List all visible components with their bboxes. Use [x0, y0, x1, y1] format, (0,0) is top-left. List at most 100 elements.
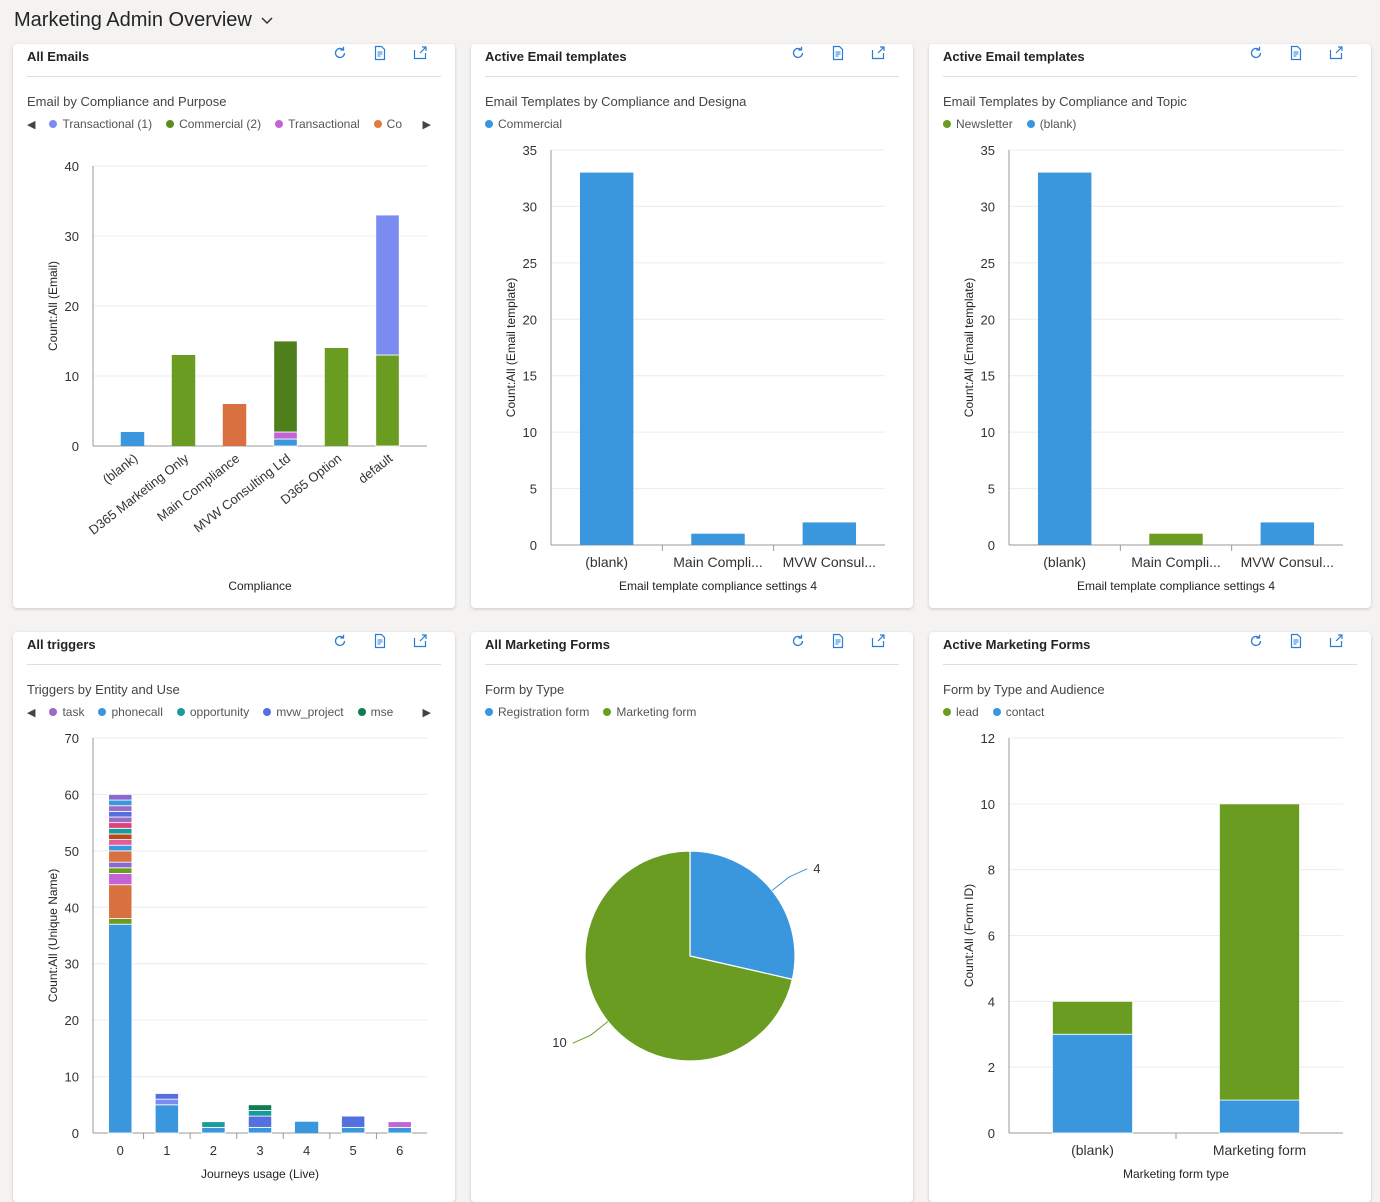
expand-button[interactable]	[411, 633, 429, 652]
bar-segment[interactable]	[108, 861, 133, 869]
legend-item[interactable]: Co	[373, 117, 403, 131]
chart-plot: 0 5 10 15 20 25 30 35 (blank) Main Compli... MVW C…	[962, 143, 1343, 593]
x-tick-label: 4	[303, 1143, 310, 1158]
bar-segment[interactable]	[273, 431, 298, 440]
bar-segment[interactable]	[108, 918, 133, 925]
legend-item[interactable]: Transactional	[275, 117, 360, 131]
legend-prev-icon[interactable]: ◀	[27, 706, 36, 719]
bar-segment[interactable]	[579, 172, 634, 546]
bar-segment[interactable]	[324, 348, 349, 446]
legend-item[interactable]: mvw_project	[263, 705, 344, 719]
legend-item[interactable]: Registration form	[485, 705, 589, 719]
bar-segment[interactable]	[802, 522, 857, 545]
bar-segment[interactable]	[108, 923, 133, 1134]
bar-segment[interactable]	[120, 432, 145, 446]
bar-segment[interactable]	[247, 1104, 273, 1111]
card-title: All Marketing Forms	[485, 637, 610, 652]
refresh-button[interactable]	[789, 46, 807, 64]
expand-button[interactable]	[1327, 633, 1345, 652]
legend-next-icon[interactable]: ▶	[422, 706, 431, 719]
x-tick-label: (blank)	[1043, 554, 1086, 570]
bar-segment[interactable]	[108, 884, 133, 919]
bar-segment[interactable]	[273, 438, 298, 447]
legend-item[interactable]: Commercial	[485, 117, 562, 131]
bar-segment[interactable]	[108, 827, 133, 835]
bar-segment[interactable]	[108, 805, 133, 812]
refresh-button[interactable]	[331, 46, 349, 64]
bar-segment[interactable]	[387, 1121, 412, 1128]
bar-segment[interactable]	[108, 794, 133, 801]
bar-segment[interactable]	[1052, 1000, 1133, 1035]
legend-label: Co	[386, 117, 403, 131]
refresh-button[interactable]	[789, 634, 807, 652]
bar-segment[interactable]	[1219, 803, 1300, 1101]
refresh-button[interactable]	[331, 634, 349, 652]
legend-item[interactable]: task	[49, 705, 84, 719]
bar-segment[interactable]	[108, 850, 133, 863]
bar-segment[interactable]	[247, 1110, 273, 1117]
bar-segment[interactable]	[273, 340, 298, 433]
legend-item[interactable]: mse	[357, 705, 393, 719]
y-axis-title: Count:All (Form ID)	[962, 884, 976, 987]
bar-segment[interactable]	[341, 1115, 366, 1128]
bar-segment[interactable]	[375, 214, 400, 356]
bar-segment[interactable]	[1219, 1099, 1300, 1134]
expand-button[interactable]	[869, 45, 887, 64]
bar-segment[interactable]	[154, 1104, 179, 1134]
legend-item[interactable]: (blank)	[1026, 117, 1076, 131]
bar-segment[interactable]	[294, 1121, 319, 1133]
chevron-down-icon[interactable]	[260, 13, 274, 27]
bar-segment[interactable]	[108, 839, 133, 846]
bar-segment[interactable]	[1052, 1033, 1133, 1134]
refresh-button[interactable]	[1247, 46, 1265, 64]
bar-segment[interactable]	[154, 1093, 179, 1100]
y-tick-label: 8	[988, 863, 995, 878]
legend-item[interactable]: contact	[992, 705, 1044, 719]
legend-item[interactable]: opportunity	[176, 705, 249, 719]
legend-swatch	[49, 120, 58, 128]
view-records-button[interactable]	[1287, 633, 1305, 652]
card-header: All Emails	[27, 44, 441, 77]
legend-item[interactable]: Commercial (2)	[166, 117, 261, 131]
expand-button[interactable]	[411, 45, 429, 64]
refresh-button[interactable]	[1247, 634, 1265, 652]
view-records-button[interactable]	[1287, 45, 1305, 66]
expand-button[interactable]	[869, 633, 887, 652]
legend-item[interactable]: Transactional (1)	[49, 117, 152, 131]
legend-next-icon[interactable]: ▶	[422, 118, 431, 131]
view-records-icon	[1288, 45, 1304, 66]
legend-item[interactable]: phonecall	[98, 705, 163, 719]
legend-item[interactable]: Newsletter	[943, 117, 1013, 131]
bar-segment[interactable]	[222, 404, 247, 446]
view-records-button[interactable]	[829, 633, 847, 652]
view-records-button[interactable]	[371, 45, 389, 64]
expand-button[interactable]	[1327, 45, 1345, 64]
bar-segment[interactable]	[201, 1126, 226, 1134]
bar-segment[interactable]	[108, 816, 133, 824]
legend-prev-icon[interactable]: ◀	[27, 118, 36, 131]
bar-segment[interactable]	[1260, 522, 1315, 545]
bar-segment[interactable]	[1037, 172, 1092, 546]
bar-segment[interactable]	[1149, 533, 1203, 545]
bar-segment[interactable]	[154, 1098, 179, 1106]
pie-slice[interactable]	[689, 850, 796, 981]
bar-segment[interactable]	[108, 844, 133, 852]
view-records-button[interactable]	[829, 45, 847, 64]
bar-segment[interactable]	[171, 355, 196, 446]
bar-segment[interactable]	[108, 799, 133, 807]
bar-segment[interactable]	[201, 1121, 226, 1128]
view-records-button[interactable]	[371, 633, 389, 652]
bar-segment[interactable]	[691, 533, 745, 545]
bar-segment[interactable]	[108, 833, 133, 840]
bar-segment[interactable]	[387, 1126, 412, 1134]
bar-segment[interactable]	[247, 1126, 273, 1134]
legend-item[interactable]: lead	[943, 705, 979, 719]
bar-segment[interactable]	[108, 867, 133, 874]
bar-segment[interactable]	[375, 354, 400, 447]
legend-item[interactable]: Marketing form	[603, 705, 696, 719]
bar-segment[interactable]	[108, 873, 133, 886]
bar-segment[interactable]	[247, 1115, 273, 1128]
bar-segment[interactable]	[108, 810, 133, 818]
bar-segment[interactable]	[341, 1126, 366, 1134]
bar-segment[interactable]	[108, 822, 133, 829]
